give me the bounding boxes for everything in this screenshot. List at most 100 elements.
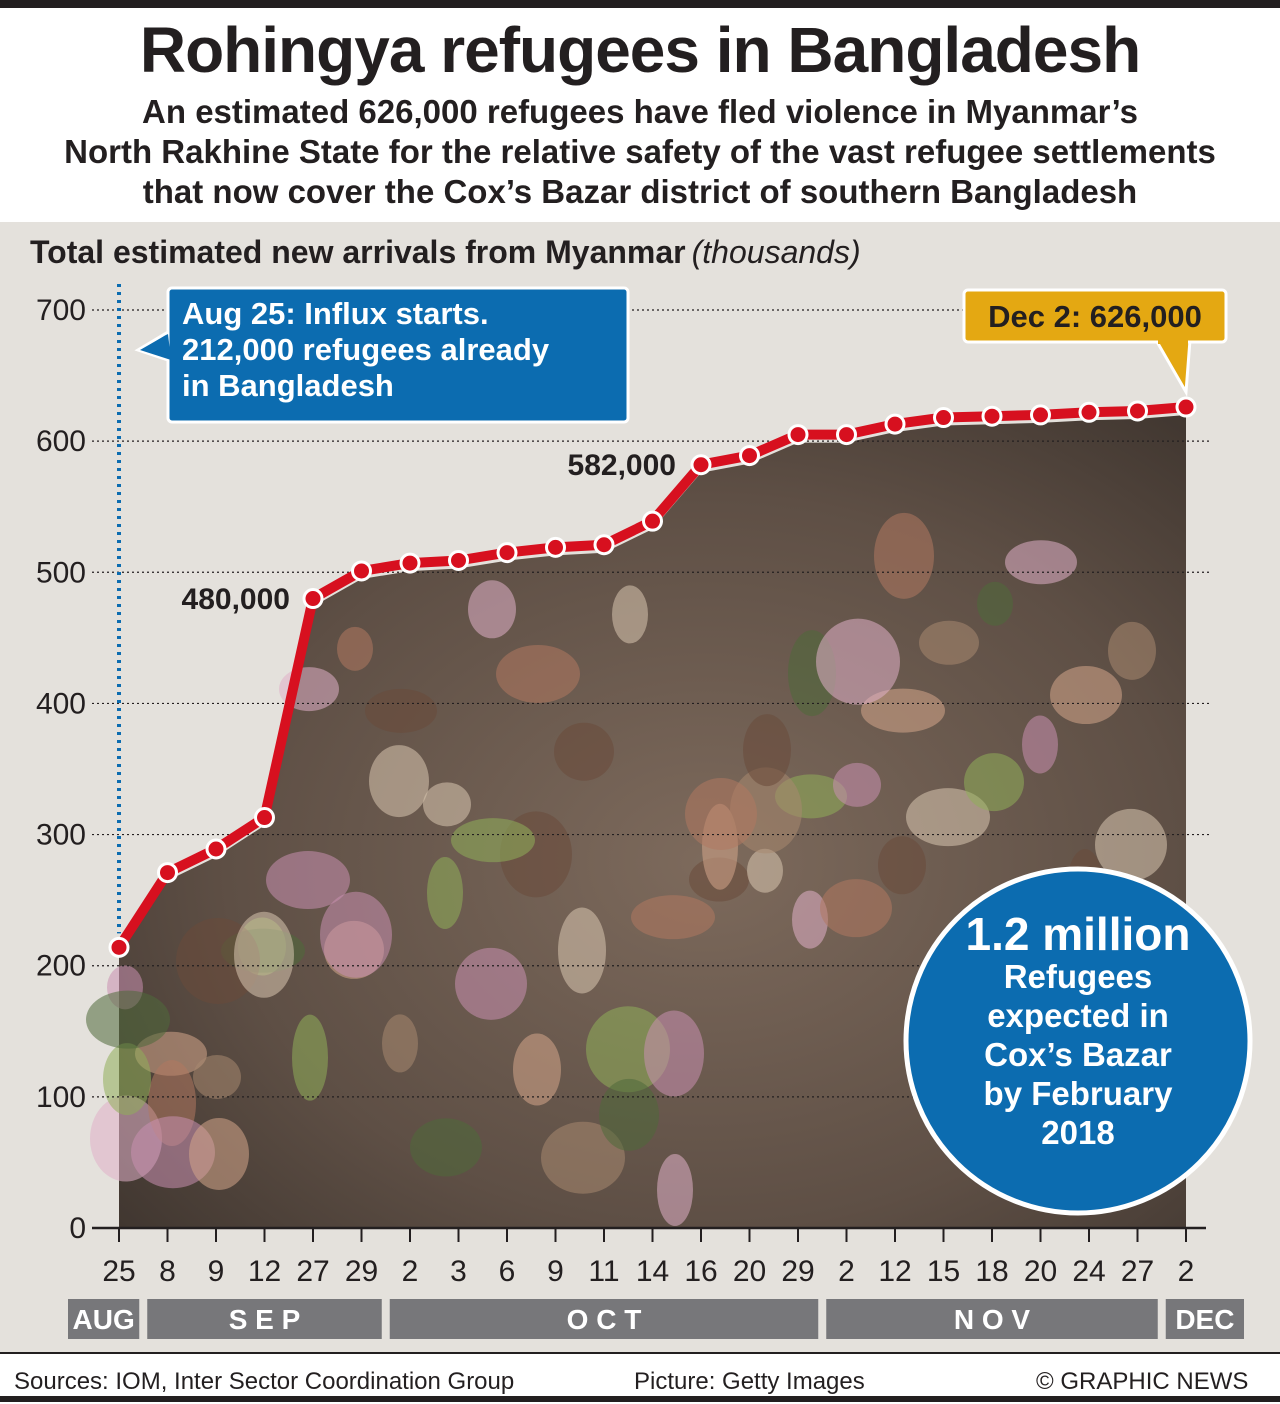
data-point: [1175, 396, 1197, 418]
crowd-figure: [513, 1033, 561, 1106]
y-tick-label: 100: [36, 1081, 86, 1114]
latest-callout-text: Dec 2: 626,000: [988, 299, 1202, 334]
data-point: [205, 838, 227, 860]
crowd-figure: [644, 1010, 704, 1097]
month-band: [68, 1299, 140, 1339]
x-tick-label: 6: [499, 1255, 516, 1288]
crowd-figure: [1095, 808, 1167, 881]
month-band: [389, 1299, 819, 1339]
month-label: DEC: [1175, 1304, 1234, 1335]
crowd-figure: [365, 688, 437, 733]
x-tick-label: 20: [1024, 1255, 1057, 1288]
y-tick-label: 700: [36, 294, 86, 327]
crowd-figure: [369, 745, 429, 818]
chart-title: Total estimated new arrivals from Myanma…: [30, 234, 861, 271]
x-tick-label: 12: [878, 1255, 911, 1288]
x-tick-label: 27: [296, 1255, 329, 1288]
crowd-figure: [423, 782, 471, 827]
data-point: [1078, 401, 1100, 423]
crowd-figure: [612, 585, 648, 644]
x-tick-label: 25: [102, 1255, 135, 1288]
crowd-figure: [1108, 621, 1156, 680]
crowd-figure: [919, 620, 979, 665]
forecast-line: Cox’s Bazar: [984, 1036, 1172, 1073]
data-point: [787, 424, 809, 446]
crowd-figure: [874, 512, 934, 599]
subtitle-line: North Rakhine State for the relative saf…: [64, 133, 1216, 170]
x-tick-label: 12: [248, 1255, 281, 1288]
footer: [0, 1352, 1280, 1404]
crowd-figure: [320, 891, 392, 978]
crowd-figure: [599, 1078, 659, 1151]
data-point: [642, 510, 663, 532]
month-band: [147, 1299, 382, 1339]
month-label: N O V: [954, 1304, 1031, 1335]
x-tick-label: 11: [588, 1255, 619, 1288]
x-tick-label: 20: [733, 1255, 766, 1288]
crowd-figure: [337, 626, 373, 671]
subtitle-line: An estimated 626,000 refugees have fled …: [142, 93, 1138, 130]
crowd-figure: [86, 990, 170, 1049]
data-point: [933, 407, 954, 429]
series-line: [108, 396, 1197, 958]
data-point: [351, 560, 372, 582]
influx-callout-line: in Bangladesh: [182, 368, 394, 403]
y-axis: 0 100 200 300 400 500 600 700: [36, 294, 86, 1245]
x-tick-label: 9: [547, 1255, 564, 1288]
x-tick-label: 18: [975, 1255, 1008, 1288]
crowd-figure: [468, 580, 516, 639]
y-tick-label: 500: [36, 556, 86, 589]
y-tick-label: 300: [36, 819, 86, 852]
crowd-figure: [878, 836, 926, 895]
crowd-figure: [558, 907, 606, 994]
crowd-figure: [743, 714, 791, 787]
crowd-figure: [1005, 540, 1077, 585]
crowd-figure: [410, 1118, 482, 1177]
x-tick-label: 14: [636, 1255, 669, 1288]
crowd-figure: [792, 890, 828, 949]
data-point: [884, 413, 906, 435]
crowd-figure: [496, 644, 580, 703]
crowd-figure: [292, 1014, 328, 1101]
crowd-figure: [234, 911, 294, 998]
crowd-figure: [964, 753, 1024, 812]
x-tick-label: 2: [402, 1255, 419, 1288]
x-tick-label: 9: [208, 1255, 225, 1288]
subtitle-line: that now cover the Cox’s Bazar district …: [142, 173, 1138, 210]
annotations: 480,000 582,000 Aug 25: Influx starts.212,…: [117, 284, 1253, 1216]
crowd-figure: [189, 1117, 249, 1190]
top-rule: [0, 0, 1280, 8]
x-tick-label: 8: [159, 1255, 176, 1288]
crowd-figure: [427, 856, 463, 929]
data-point: [302, 588, 324, 610]
forecast-line: 2018: [1041, 1114, 1114, 1151]
x-tick-label: 24: [1072, 1255, 1105, 1288]
bottom-rule: [0, 1396, 1280, 1402]
influx-callout-line: Aug 25: Influx starts.: [182, 296, 489, 331]
month-label: O C T: [567, 1304, 642, 1335]
crowd-figure: [541, 1121, 625, 1194]
data-point: [108, 936, 130, 958]
influx-callout-line: 212,000 refugees already: [182, 332, 550, 367]
crowd-figure: [455, 947, 527, 1020]
x-tick-label: 3: [450, 1255, 467, 1288]
crowd-figure: [977, 581, 1013, 626]
data-point: [545, 536, 566, 558]
crowd-figure: [747, 848, 783, 893]
crowd-figure: [103, 1043, 151, 1116]
crowd-figure: [451, 818, 535, 863]
label-480000: 480,000: [182, 583, 290, 616]
x-tick-label: 16: [684, 1255, 717, 1288]
crowd-figure: [193, 1054, 241, 1099]
crowd-figure: [833, 762, 881, 807]
forecast-line: by February: [984, 1075, 1174, 1112]
month-band: [1165, 1299, 1244, 1339]
data-point: [448, 549, 469, 571]
data-point: [739, 445, 760, 467]
crowd-figure: [1050, 666, 1122, 725]
crowd-figure: [820, 879, 892, 938]
page-title: Rohingya refugees in Bangladesh: [139, 14, 1141, 86]
x-tick-label: 27: [1121, 1255, 1154, 1288]
data-point: [836, 424, 857, 446]
